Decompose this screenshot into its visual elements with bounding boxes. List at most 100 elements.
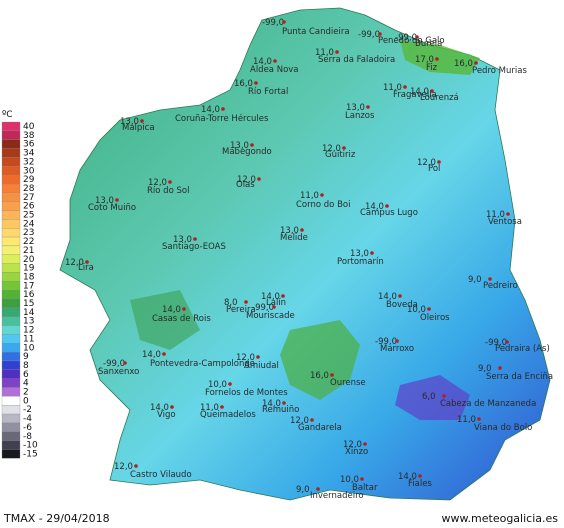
- station-value: -99,0: [358, 30, 380, 40]
- station-name: Pereira: [226, 305, 256, 315]
- legend-label: 26: [23, 202, 35, 212]
- station-value: 10,0: [208, 380, 227, 390]
- station-value: 16,0: [310, 371, 329, 381]
- station-dot: [342, 146, 346, 150]
- station-name: Coruña-Torre Hércules: [175, 113, 269, 124]
- legend-label: 16: [23, 290, 35, 300]
- station-value: 11,0: [300, 191, 319, 201]
- station-name: Ventosa: [488, 217, 522, 227]
- station-name: Boveda: [386, 300, 418, 310]
- station-dot: [182, 307, 186, 311]
- station-dot: [398, 294, 402, 298]
- station-dot: [403, 85, 407, 89]
- station-value: 14,0: [398, 472, 417, 482]
- legend-label: -2: [23, 405, 32, 415]
- legend-label: 24: [23, 219, 35, 229]
- legend-swatch: [1, 378, 21, 388]
- station-name: Casas de Rois: [152, 314, 211, 324]
- footer-right: www.meteogalicia.es: [442, 512, 559, 525]
- station-name: Fragavella: [393, 90, 437, 100]
- legend-swatch: [1, 316, 21, 326]
- station-value: 14,0: [378, 292, 397, 302]
- station-dot: [162, 352, 166, 356]
- station-dot: [134, 464, 138, 468]
- station-value: -99,0: [395, 33, 417, 43]
- legend-swatch: [1, 219, 21, 229]
- station-value: 10,0: [340, 475, 359, 485]
- station-value: -99,0: [375, 337, 397, 347]
- galicia-land: [59, 7, 551, 501]
- station-dot: [170, 405, 174, 409]
- legend-swatch: [1, 396, 21, 406]
- legend-label: 38: [23, 131, 35, 141]
- legend-label: 28: [23, 184, 35, 194]
- station-dot: [250, 143, 254, 147]
- station-name: Olas: [236, 180, 255, 190]
- legend-label: 11: [23, 334, 34, 344]
- legend-label: -10: [23, 441, 38, 451]
- station-value: 14,0: [162, 305, 181, 315]
- legend-swatch: [1, 272, 21, 282]
- legend-label: 20: [23, 255, 35, 265]
- station-name: Serra da Faladoira: [318, 55, 395, 65]
- station-dot: [477, 417, 481, 421]
- station-value: 10,0: [407, 305, 426, 315]
- station-dot: [385, 204, 389, 208]
- station-name: Lalín: [266, 298, 286, 308]
- legend-swatch: [1, 236, 21, 247]
- station-value: 13,0: [120, 117, 139, 127]
- station-dot: [360, 477, 364, 481]
- station-value: 12,0: [236, 353, 255, 363]
- station-name: Viana do Bolo: [474, 423, 532, 433]
- legend-label: 9: [23, 352, 29, 362]
- legend-label: 30: [23, 166, 35, 176]
- station-value: 8,0: [224, 298, 238, 308]
- green-coast: [130, 290, 200, 350]
- station-dot: [363, 442, 367, 446]
- legend-label: 22: [23, 237, 34, 247]
- station-dot: [244, 300, 248, 304]
- legend-swatch: [1, 351, 21, 362]
- station-value: 13,0: [230, 141, 249, 151]
- station-name: Lourenzá: [420, 93, 459, 103]
- green-north: [400, 40, 480, 75]
- station-dot: [488, 277, 492, 281]
- station-value: 9,0: [296, 485, 310, 495]
- station-value: 13,0: [350, 249, 369, 259]
- station-value: 12,0: [343, 440, 362, 450]
- station-dot: [415, 35, 419, 39]
- station-value: 6,0: [422, 392, 436, 402]
- station-name: Mabegondo: [222, 147, 272, 157]
- station-name: Coto Muiño: [88, 203, 136, 213]
- station-dot: [366, 105, 370, 109]
- station-name: Ourense: [330, 378, 366, 388]
- station-value: 11,0: [315, 48, 334, 58]
- station-name: Fornelos de Montes: [205, 388, 288, 398]
- station-dot: [140, 119, 144, 123]
- legend-swatch: [1, 166, 21, 176]
- legend-swatch: [1, 405, 21, 415]
- station-value: -99,0: [262, 18, 284, 28]
- station-value: 12,0: [322, 144, 341, 154]
- legend-swatch: [1, 431, 21, 441]
- station-name: Guitiriz: [325, 150, 356, 160]
- station-name: Queimadelos: [200, 410, 256, 420]
